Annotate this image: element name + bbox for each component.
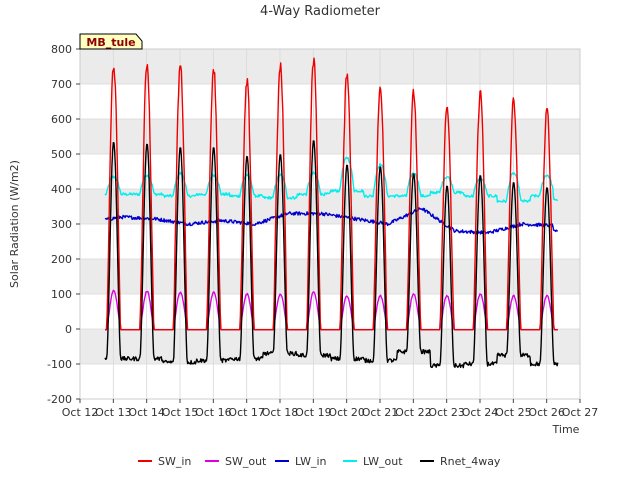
y-tick-label: 400 — [51, 183, 72, 196]
x-tick-label: Oct 27 — [562, 406, 599, 419]
series-line-rnet-4way — [104, 140, 559, 369]
series-line-lw-out — [104, 156, 558, 203]
legend-item-lw-in: LW_in — [275, 455, 327, 468]
y-tick-label: -100 — [47, 358, 72, 371]
y-tick-label: 300 — [51, 218, 72, 231]
x-tick-label: Oct 19 — [295, 406, 332, 419]
grid-band — [80, 49, 580, 84]
y-tick-label: 600 — [51, 113, 72, 126]
x-tick-label: Oct 18 — [262, 406, 299, 419]
x-tick-label: Oct 25 — [495, 406, 532, 419]
x-tick-label: Oct 14 — [128, 406, 165, 419]
grid-band — [80, 259, 580, 294]
y-axis-label: Solar Radiation (W/m2) — [8, 160, 21, 288]
legend-label: SW_out — [225, 455, 267, 468]
legend: SW_in SW_out LW_in LW_out Rnet_4way — [138, 455, 501, 468]
x-tick-label: Oct 15 — [162, 406, 199, 419]
x-tick-label: Oct 26 — [528, 406, 565, 419]
annotation-text: MB_tule — [86, 36, 135, 49]
legend-label: SW_in — [158, 455, 191, 468]
y-tick-label: 700 — [51, 78, 72, 91]
x-tick-label: Oct 12 — [62, 406, 99, 419]
annotation-box: MB_tule — [79, 33, 143, 50]
legend-item-rnet-4way: Rnet_4way — [420, 455, 501, 468]
series-line-lw-in — [104, 207, 558, 235]
chart-title: 4-Way Radiometer — [260, 4, 381, 19]
grid-band — [80, 119, 580, 154]
x-tick-label: Oct 20 — [328, 406, 365, 419]
legend-label: Rnet_4way — [440, 455, 501, 468]
y-tick-label: 0 — [65, 323, 72, 336]
legend-item-lw-out: LW_out — [343, 455, 403, 468]
y-tick-label: 800 — [51, 43, 72, 56]
legend-label: LW_in — [295, 455, 327, 468]
x-tick-label: Oct 21 — [362, 406, 399, 419]
x-tick-label: Oct 17 — [228, 406, 265, 419]
y-tick-label: 200 — [51, 253, 72, 266]
x-tick-label: Oct 22 — [395, 406, 432, 419]
legend-label: LW_out — [363, 455, 403, 468]
y-tick-label: -200 — [47, 393, 72, 406]
series-layer — [104, 57, 559, 369]
x-tick-label: Oct 24 — [462, 406, 499, 419]
x-tick-label: Oct 13 — [95, 406, 132, 419]
legend-item-sw-in: SW_in — [138, 455, 191, 468]
series-line-sw-in — [105, 57, 558, 331]
x-tick-label: Oct 23 — [428, 406, 465, 419]
y-tick-label: 100 — [51, 288, 72, 301]
legend-item-sw-out: SW_out — [205, 455, 267, 468]
x-tick-label: Oct 16 — [195, 406, 232, 419]
x-axis-label: Time — [552, 423, 580, 436]
y-tick-label: 500 — [51, 148, 72, 161]
